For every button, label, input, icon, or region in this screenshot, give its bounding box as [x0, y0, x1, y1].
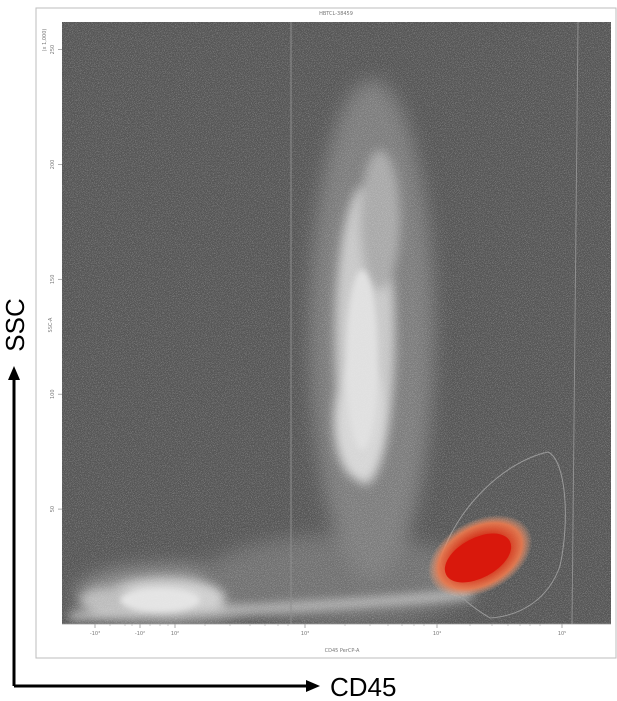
x-tick-label: -10³	[90, 631, 100, 637]
x-axis: -10³ -10² 10² 10³ 10⁴ 10⁵	[62, 623, 611, 637]
y-tick-label: 250	[50, 45, 56, 55]
y-tick-label: 200	[50, 160, 56, 170]
x-tick-label: 10⁵	[558, 631, 566, 637]
y-axis-multiplier: (x 1,000)	[42, 29, 48, 52]
y-axis-internal-label: SSC-A	[48, 317, 54, 333]
gate-line-right	[571, 21, 579, 625]
x-tick-label: -10²	[135, 631, 145, 637]
cd45-label: CD45	[330, 672, 396, 701]
y-tick-label: 50	[50, 506, 56, 512]
lymphocyte-gate	[439, 451, 566, 619]
y-tick-label: 100	[50, 389, 56, 399]
y-axis: 50 100 150 200 250	[50, 45, 62, 512]
x-tick-label: 10²	[171, 631, 179, 637]
x-tick-label: 10⁴	[433, 631, 441, 637]
plot-title: HBTCL-38459	[319, 11, 353, 17]
cd45-arrow	[14, 680, 320, 692]
y-tick-label: 150	[50, 275, 56, 285]
ssc-arrow	[8, 366, 20, 686]
lymphocyte-population	[427, 514, 533, 598]
event-density	[62, 22, 611, 624]
x-tick-label: 10³	[301, 631, 309, 637]
x-axis-internal-label: CD45 PerCP-A	[325, 648, 360, 654]
ssc-label: SSC	[0, 298, 30, 351]
